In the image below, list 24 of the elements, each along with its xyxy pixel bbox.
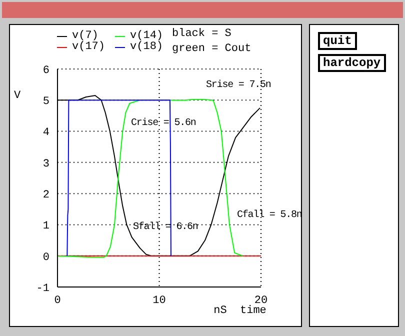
x-tick-label: 20	[254, 294, 268, 307]
y-tick-label: 0	[42, 252, 50, 264]
y-tick-label: 3	[42, 158, 50, 170]
text: black = S	[172, 28, 232, 40]
x-tick-label: 0	[54, 294, 61, 307]
annotation: Srise = 7.5n	[206, 80, 271, 91]
legend-label: v(17)	[72, 41, 106, 53]
y-tick-label: 5	[42, 96, 50, 108]
line-series	[66, 100, 172, 256]
x-tick-label: 10	[152, 294, 166, 307]
y-tick-label: 6	[42, 64, 50, 77]
text: green = Cout	[172, 43, 252, 55]
y-tick-label: 1	[42, 220, 50, 233]
y-tick-label: -1	[36, 282, 50, 295]
y-axis-title: V	[14, 90, 21, 102]
annotation: Crise = 5.6n	[131, 118, 196, 129]
text: quit	[318, 32, 357, 50]
text: hardcopy	[318, 54, 386, 72]
y-tick-label: 2	[42, 189, 50, 202]
y-tick-label: 4	[42, 127, 50, 140]
legend-label: v(18)	[130, 41, 164, 53]
legend-label: v(14)	[130, 30, 164, 42]
legend-label: v(7)	[72, 30, 98, 42]
x-axis-title: nS time	[214, 305, 266, 317]
